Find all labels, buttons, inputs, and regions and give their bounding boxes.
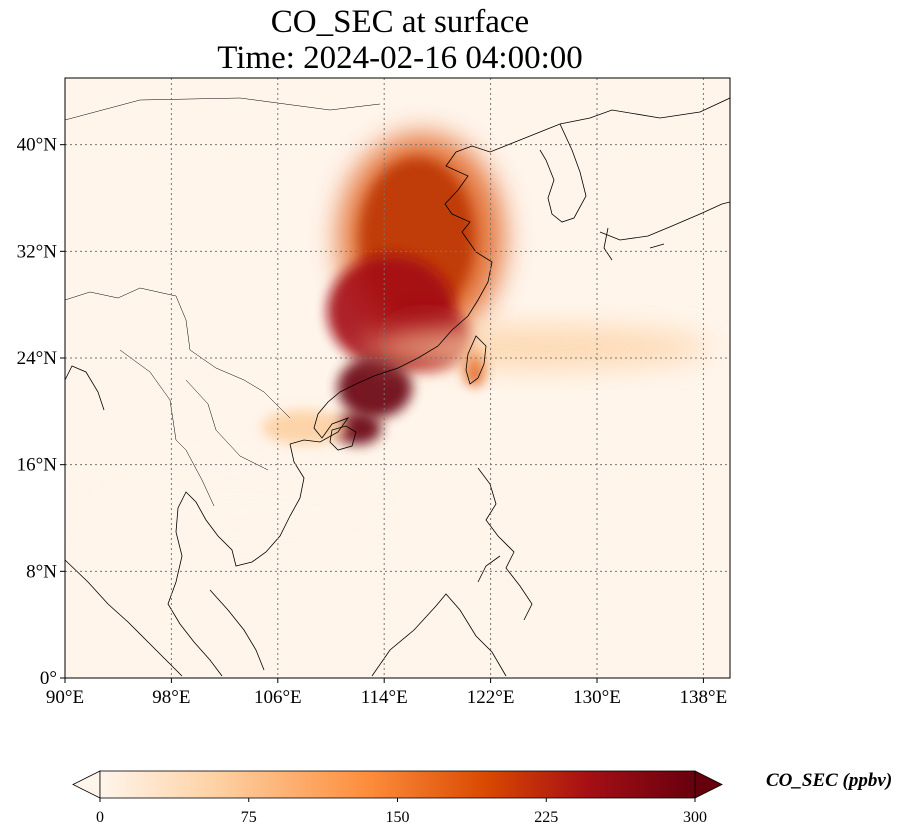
philippines-coast (477, 467, 533, 621)
colorbar-label: CO_SEC (ppbv) (766, 770, 893, 791)
japan-coast (599, 201, 730, 261)
colorbar-tick-label: 150 (386, 809, 410, 826)
plume-gulf-tonkin (261, 410, 347, 445)
y-tick-label: 0° (40, 668, 57, 689)
colorbar-tick-label: 75 (241, 809, 257, 826)
plume-guangdong (337, 356, 413, 419)
y-axis: 0° 8°N 16°N 24°N 32°N 40°N (17, 135, 65, 689)
x-tick-label: 90°E (46, 687, 84, 708)
china-coast (289, 97, 730, 445)
colorbar-extend-low (72, 770, 101, 799)
x-tick-label: 98°E (152, 687, 190, 708)
title-line-1: CO_SEC at surface (270, 4, 530, 40)
title-line-2: Time: 2024-02-16 04:00:00 (217, 40, 583, 76)
colorbar-gradient (99, 770, 696, 799)
chart-title: CO_SEC at surface Time: 2024-02-16 04:00… (0, 4, 800, 76)
y-tick-label: 8°N (26, 561, 57, 582)
plot-frame (64, 77, 731, 679)
indochina-coast (167, 443, 305, 677)
y-tick-label: 32°N (17, 241, 58, 262)
x-tick-label: 130°E (573, 687, 621, 708)
plume-pacific-streak (364, 326, 711, 369)
x-tick-label: 106°E (254, 687, 302, 708)
colorbar-ticks: 0 75 150 225 300 (96, 798, 707, 826)
india-coast (65, 365, 105, 411)
plume-indochina-streak (78, 470, 398, 540)
hainan-coast (329, 425, 357, 451)
malay-coast (209, 589, 265, 671)
y-tick-label: 24°N (17, 348, 58, 369)
colorbar-tick-label: 0 (96, 809, 104, 826)
x-tick-label: 114°E (361, 687, 408, 708)
x-tick-label: 138°E (680, 687, 728, 708)
x-tick-label: 122°E (467, 687, 515, 708)
coastlines (65, 97, 730, 677)
colorbar-tick-label: 225 (534, 809, 558, 826)
colorbar-extend-high (694, 770, 723, 799)
sumatra-coast (65, 559, 183, 677)
korea-coast (539, 123, 587, 223)
y-tick-label: 16°N (17, 455, 58, 476)
x-axis: 90°E 98°E 106°E 114°E 122°E 130°E 138°E (46, 678, 727, 708)
colorbar: 0 75 150 225 300 (72, 770, 723, 826)
gridlines (65, 78, 730, 678)
borneo-coast (371, 593, 507, 677)
borders (65, 97, 381, 507)
y-tick-label: 40°N (17, 135, 58, 156)
colorbar-tick-label: 300 (683, 809, 707, 826)
taiwan-coast (465, 335, 487, 385)
